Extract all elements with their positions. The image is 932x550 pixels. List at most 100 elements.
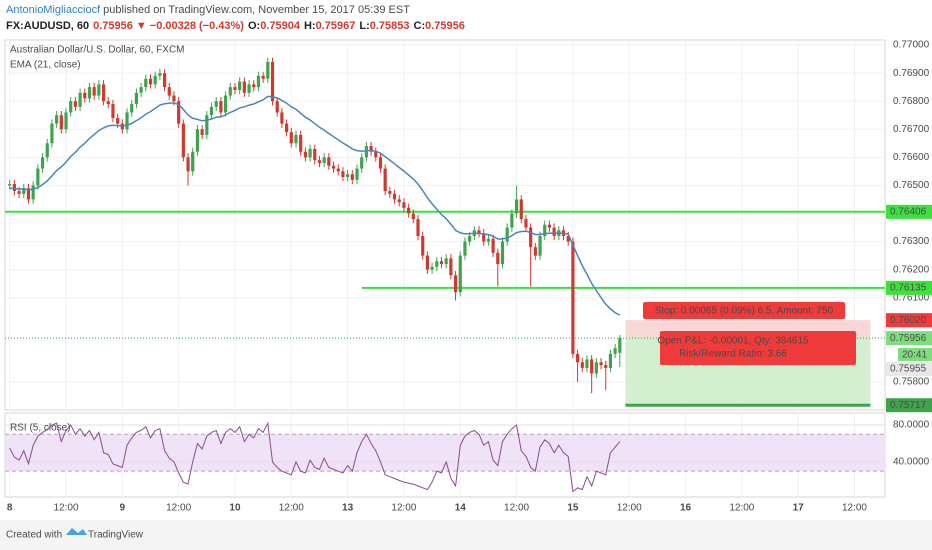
candle-body (238, 81, 242, 90)
candle-body (158, 73, 162, 76)
price-label: 0.76406 (890, 206, 927, 217)
x-tick-label: 13 (342, 503, 354, 514)
arrow: ▼ (136, 20, 147, 32)
candle-body (116, 118, 120, 124)
candle-body (177, 101, 181, 124)
stop-box (643, 302, 845, 319)
candle-body (26, 188, 31, 200)
price-label-box (886, 398, 932, 413)
candle-body (8, 184, 12, 186)
candle-body (59, 115, 63, 130)
candle-body (50, 123, 54, 144)
price-label: 0.75955 (890, 364, 927, 375)
candle-body (87, 87, 92, 99)
price-label: 0.76135 (890, 283, 927, 294)
candle-body (524, 219, 528, 228)
candle-body (505, 227, 509, 242)
candle-body (421, 235, 425, 256)
candle-body (463, 241, 467, 256)
candle-body (477, 230, 481, 234)
candle-body (233, 87, 237, 90)
candle-body (285, 123, 289, 133)
candle-body (40, 157, 45, 169)
candle-body (430, 266, 434, 270)
candle-body (200, 129, 204, 135)
price-label-box (886, 204, 932, 219)
pnl-box (660, 331, 856, 365)
candle-body (92, 87, 96, 96)
ohlc-label: H: (304, 20, 316, 32)
rsi-title: RSI (5, close) (10, 423, 71, 434)
candle-body (294, 134, 298, 144)
candle-body (289, 132, 293, 144)
ohlc-label: C: (414, 20, 426, 32)
ohlc-label: O: (248, 20, 260, 32)
candle-body (252, 84, 256, 88)
price-label-box (886, 280, 932, 295)
symbol: FX:AUDUSD, 60 (6, 20, 89, 32)
candle-body (599, 362, 603, 366)
candle-body (364, 146, 368, 158)
candle-body (313, 148, 317, 161)
candle-body (280, 112, 284, 124)
y-tick-label: 0.76600 (893, 152, 930, 163)
candle-body (529, 227, 533, 248)
candle-body (223, 95, 228, 113)
candle-body (73, 101, 77, 107)
stop-text: Stop: 0.00065 (0.09%) 6.5, Amount: 750 (655, 306, 834, 317)
candle-body (36, 168, 40, 186)
symbol-line: FX:AUDUSD, 60 0.75956 ▼ −0.00328 (−0.43%) O:… (6, 20, 465, 32)
candle-body (17, 191, 21, 194)
indicator-name: EMA (21, close) (10, 60, 81, 71)
candle-body (317, 160, 322, 163)
candle-body (275, 101, 279, 113)
candle-body (299, 134, 303, 152)
y-tick-label: 0.76900 (893, 68, 930, 79)
x-tick-label: 12:00 (391, 503, 416, 514)
candle-body (402, 202, 406, 208)
candle-body (322, 157, 326, 163)
price-label-box (886, 362, 932, 376)
candle-body (416, 219, 420, 236)
candle-body (130, 104, 134, 113)
x-tick-label: 12:00 (504, 503, 529, 514)
candle-body (388, 191, 392, 194)
candle-body (83, 92, 87, 99)
candle-body (580, 362, 584, 368)
price-label: 0.76020 (890, 315, 927, 326)
candle-body (407, 207, 411, 214)
candle-body (374, 151, 378, 158)
candle-body (153, 75, 157, 85)
candle-body (397, 199, 401, 203)
countdown-box (898, 348, 932, 361)
candle-body (496, 252, 500, 265)
candle-body (500, 241, 505, 265)
candle-body (228, 87, 232, 96)
candle-body (411, 213, 415, 220)
candle-body (449, 258, 453, 276)
candle-body (566, 235, 570, 242)
candle-body (172, 95, 176, 102)
candle-body (186, 157, 190, 172)
chart-title: Australian Dollar/U.S. Dollar, 60, FXCM (10, 45, 185, 56)
ema-line (9, 95, 621, 316)
y-tick-label: 0.75800 (893, 377, 930, 388)
candle-body (355, 168, 359, 180)
y-tick-label: 0.76800 (893, 96, 930, 107)
candle-body (519, 199, 523, 220)
x-tick-label: 12:00 (53, 503, 78, 514)
last-price: 0.75956 (93, 20, 133, 32)
candle-body (22, 188, 26, 194)
ohlc-label: L: (359, 20, 369, 32)
candle-body (214, 101, 218, 107)
price-label-box (886, 313, 932, 328)
candle-body (585, 359, 589, 368)
x-tick-label: 10 (229, 503, 241, 514)
x-tick-label: 12:00 (279, 503, 304, 514)
ohlc-value: 0.75956 (425, 20, 465, 32)
candle-body (575, 353, 580, 363)
candle-body (148, 78, 153, 85)
countdown: 20:41 (902, 350, 927, 361)
price-label-box (886, 331, 932, 346)
candle-body (336, 168, 340, 172)
